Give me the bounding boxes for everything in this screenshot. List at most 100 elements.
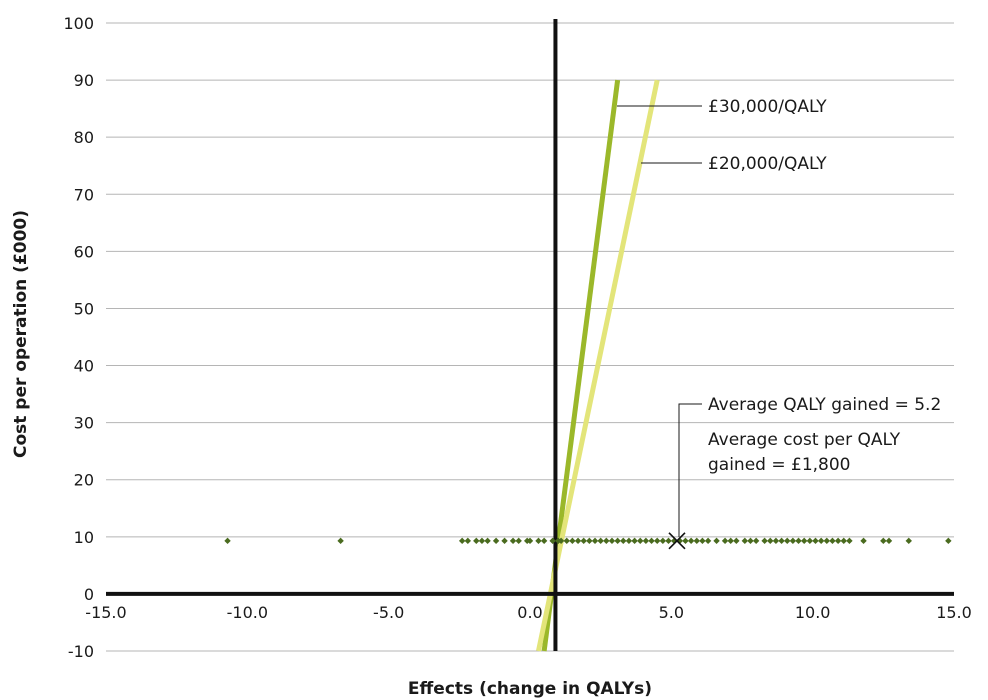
data-point	[945, 537, 952, 545]
data-point	[580, 537, 587, 545]
data-point	[642, 537, 650, 545]
data-point	[591, 537, 599, 545]
data-point	[597, 537, 604, 545]
x-axis-title: Effects (change in QALYs)	[408, 679, 652, 699]
y-tick-label: 100	[63, 14, 94, 33]
data-point	[557, 537, 565, 545]
y-tick-label: 80	[74, 128, 94, 147]
data-point	[812, 537, 819, 545]
data-point	[484, 537, 491, 545]
data-point	[569, 537, 576, 545]
data-point	[473, 537, 480, 545]
data-point	[721, 537, 729, 545]
y-tick-label: -10	[68, 642, 94, 661]
y-tick-label: 30	[74, 414, 94, 433]
data-point	[603, 537, 610, 545]
data-point	[535, 537, 542, 545]
annotations: £30,000/QALY £20,000/QALY Average QALY g…	[617, 97, 941, 537]
data-point	[880, 537, 887, 545]
y-tick-label: 90	[74, 71, 94, 90]
data-point	[905, 537, 912, 545]
data-point	[526, 537, 534, 545]
data-point	[687, 537, 695, 545]
x-tick-label: -5.0	[373, 603, 404, 622]
data-point	[608, 537, 616, 545]
data-point	[761, 537, 768, 545]
data-point	[654, 537, 661, 545]
x-tick-label: 0.0	[517, 603, 542, 622]
threshold-line-20k	[536, 79, 660, 652]
data-point	[741, 537, 749, 545]
y-tick-label: 70	[74, 185, 94, 204]
data-point	[478, 537, 486, 545]
data-point	[752, 537, 760, 545]
data-point	[464, 537, 472, 545]
x-tick-label: -15.0	[85, 603, 126, 622]
data-point	[515, 537, 522, 545]
y-tick-label: 20	[74, 471, 94, 490]
data-point	[509, 537, 517, 545]
y-tick-label: 50	[74, 299, 94, 318]
data-point	[620, 537, 627, 545]
gridlines	[106, 22, 954, 652]
data-point	[784, 537, 791, 545]
data-point	[699, 537, 706, 545]
x-tick-label: 10.0	[795, 603, 831, 622]
data-point	[337, 537, 344, 545]
data-point	[733, 537, 740, 545]
data-point	[823, 537, 830, 545]
data-point	[885, 537, 893, 545]
axes	[106, 19, 954, 651]
data-point	[834, 537, 842, 545]
data-point	[806, 537, 814, 545]
leader-mean	[678, 403, 702, 537]
data-point	[860, 537, 867, 545]
data-point	[795, 537, 802, 545]
data-point	[727, 537, 734, 545]
data-point	[659, 537, 667, 545]
data-point	[614, 537, 621, 545]
data-points	[224, 537, 952, 545]
label-avg-cost-1: Average cost per QALY	[708, 430, 901, 450]
data-point	[224, 537, 231, 545]
data-point	[563, 537, 570, 545]
data-point	[817, 537, 825, 545]
data-point	[586, 537, 593, 545]
data-point	[574, 537, 582, 545]
x-tick-label: -10.0	[227, 603, 268, 622]
y-tick-label: 40	[74, 357, 94, 376]
data-point	[540, 537, 548, 545]
data-point	[767, 537, 774, 545]
data-point	[665, 537, 672, 545]
label-avg-qaly: Average QALY gained = 5.2	[708, 395, 941, 415]
data-point	[846, 537, 853, 545]
y-axis-title: Cost per operation (£000)	[11, 210, 31, 458]
mean-marker-stroke	[668, 532, 686, 550]
data-point	[789, 537, 797, 545]
data-point	[800, 537, 808, 545]
mean-marker	[668, 532, 686, 550]
data-point	[631, 537, 638, 545]
data-point	[713, 537, 720, 545]
data-point	[840, 537, 847, 545]
label-30k: £30,000/QALY	[708, 97, 827, 117]
data-point	[625, 537, 633, 545]
data-point	[501, 537, 508, 545]
data-point	[704, 537, 712, 545]
data-point	[648, 537, 655, 545]
label-avg-cost-2: gained = £1,800	[708, 455, 851, 475]
y-tick-label: 0	[84, 585, 94, 604]
x-tick-label: 15.0	[936, 603, 972, 622]
data-point	[778, 537, 785, 545]
data-point	[458, 537, 466, 545]
y-tick-label: 10	[74, 528, 94, 547]
y-tick-label: 60	[74, 242, 94, 261]
data-point	[693, 537, 700, 545]
data-point	[637, 537, 644, 545]
data-point	[492, 537, 500, 545]
data-point	[829, 537, 836, 545]
data-point	[549, 537, 556, 545]
data-point	[676, 537, 684, 545]
data-point	[747, 537, 754, 545]
